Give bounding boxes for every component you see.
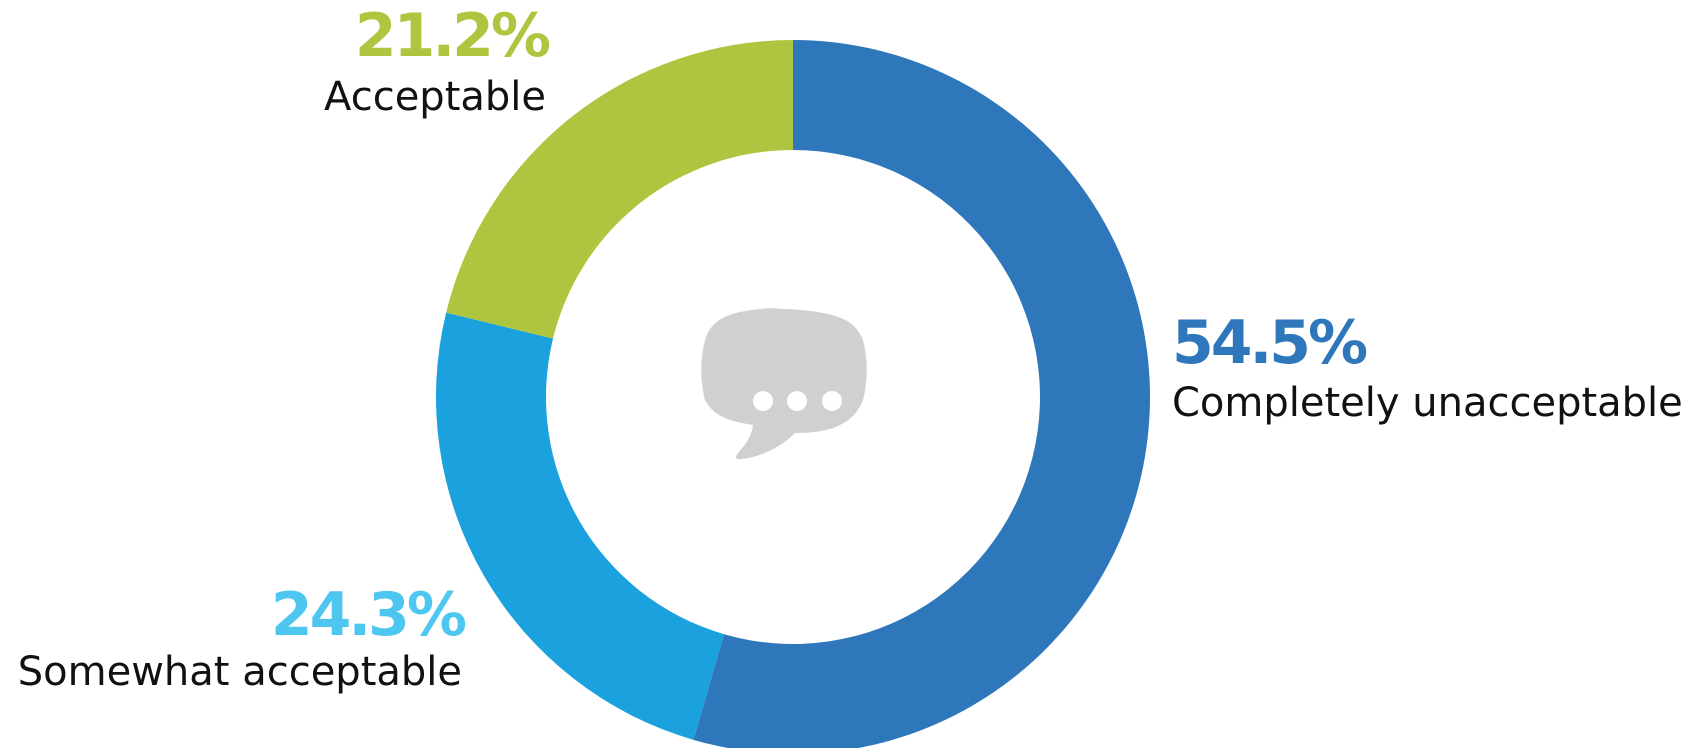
slice-annotation-somewhat-acceptable: 24.3% Somewhat acceptable (18, 580, 469, 695)
slice-category-label: Acceptable (324, 74, 546, 120)
slice-category-label: Completely unacceptable (1172, 380, 1683, 426)
donut-slice-completely-unacceptable (693, 40, 1150, 748)
slice-annotation-acceptable: 21.2% Acceptable (324, 1, 553, 120)
slice-value-label: 24.3% (271, 580, 466, 650)
slice-value-label: 21.2% (355, 1, 550, 71)
speech-bubble-icon (701, 308, 867, 460)
donut-slice-acceptable (446, 40, 793, 339)
donut-slices (436, 40, 1150, 748)
slice-annotation-completely-unacceptable: 54.5% Completely unacceptable (1172, 308, 1683, 426)
donut-slice-somewhat-acceptable (436, 312, 725, 740)
slice-category-label: Somewhat acceptable (18, 649, 462, 695)
slice-value-label: 54.5% (1172, 308, 1367, 378)
